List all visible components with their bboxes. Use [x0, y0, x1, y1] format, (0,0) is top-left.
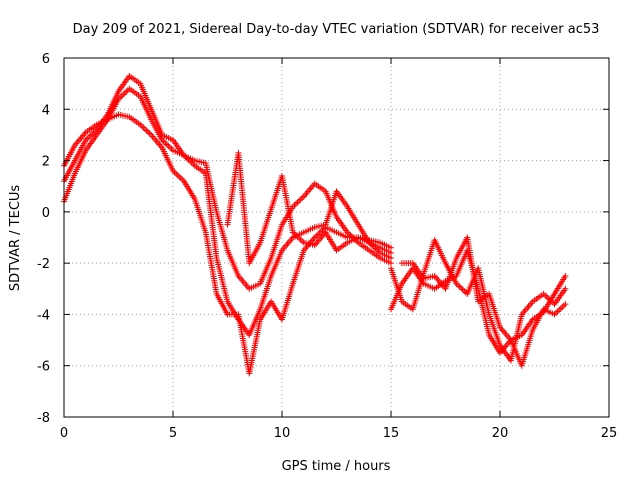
- data-point-sample: [143, 127, 150, 134]
- data-point: [388, 249, 394, 256]
- data-point-sample: [560, 302, 567, 309]
- data-point-sample: [291, 202, 298, 209]
- data-point-sample: [297, 236, 304, 243]
- y-tick-label: -6: [37, 360, 50, 375]
- series-track-d: [224, 149, 394, 267]
- x-tick-label: 0: [60, 426, 68, 441]
- series-track-a: [61, 85, 394, 292]
- data-point-sample: [190, 161, 197, 168]
- x-tick-label: 10: [274, 426, 291, 441]
- data-point: [562, 301, 569, 308]
- data-point-sample: [118, 93, 125, 100]
- data-point-sample: [556, 307, 563, 314]
- x-axis-label: GPS time / hours: [282, 459, 391, 474]
- data-point-sample: [163, 141, 170, 148]
- grid-layer: [64, 58, 609, 417]
- data-point-sample: [179, 176, 186, 183]
- data-point-sample: [85, 134, 92, 141]
- data-point-sample: [458, 285, 465, 292]
- x-tick-label: 5: [169, 426, 177, 441]
- data-point-sample: [459, 286, 466, 293]
- data-point-sample: [165, 142, 172, 149]
- data-point: [562, 272, 569, 279]
- y-tick-label: 6: [42, 52, 50, 67]
- x-tick-label: 15: [383, 426, 400, 441]
- data-point-sample: [297, 196, 304, 203]
- data-point-sample: [293, 200, 300, 207]
- data-point-sample: [176, 173, 183, 180]
- data-point-sample: [299, 194, 306, 201]
- data-point-sample: [554, 308, 561, 315]
- series-track-f: [388, 237, 569, 364]
- data-point-sample: [345, 230, 352, 237]
- y-tick-label: -8: [37, 411, 50, 426]
- chart-title: Day 209 of 2021, Sidereal Day-to-day VTE…: [73, 22, 600, 37]
- data-point-sample: [173, 170, 180, 177]
- y-tick-label: 0: [42, 206, 50, 221]
- data-point-sample: [140, 124, 147, 131]
- data-point-sample: [145, 128, 152, 135]
- data-point-sample: [456, 283, 463, 290]
- data-point-sample: [294, 199, 301, 206]
- data-point-sample: [542, 292, 549, 299]
- data-point-sample: [177, 175, 184, 182]
- plot-frame: [63, 57, 610, 418]
- data-point-sample: [296, 197, 303, 204]
- y-tick-label: 4: [42, 103, 50, 118]
- data-point-sample: [141, 126, 148, 133]
- data-point-sample: [120, 91, 127, 98]
- data-point: [562, 285, 569, 292]
- data-point-sample: [557, 305, 564, 312]
- data-point: [388, 255, 394, 262]
- y-tick-label: -2: [37, 257, 50, 272]
- data-point-sample: [166, 144, 173, 151]
- data-point-sample: [559, 304, 566, 311]
- data-point-sample: [146, 130, 153, 137]
- x-tick-label: 20: [492, 426, 509, 441]
- x-tick-label: 25: [601, 426, 618, 441]
- axis-layer: 0 5 10 15 20 25 -8 -6 -4 -2 0 2 4 6: [37, 52, 617, 441]
- series-track-c: [61, 111, 394, 377]
- y-tick-label: 2: [42, 155, 50, 170]
- data-point-sample: [121, 90, 128, 97]
- series-track-g: [398, 234, 569, 369]
- data-point: [388, 260, 394, 267]
- data-point: [388, 244, 394, 251]
- data-point-sample: [461, 287, 468, 294]
- data-point-sample: [174, 172, 181, 179]
- data-point-sample: [138, 123, 145, 130]
- data-series: [61, 72, 569, 377]
- y-tick-label: -4: [37, 308, 50, 323]
- y-axis-label: SDTVAR / TECUs: [8, 185, 23, 292]
- data-point-sample: [553, 309, 560, 316]
- data-point-sample: [162, 139, 169, 146]
